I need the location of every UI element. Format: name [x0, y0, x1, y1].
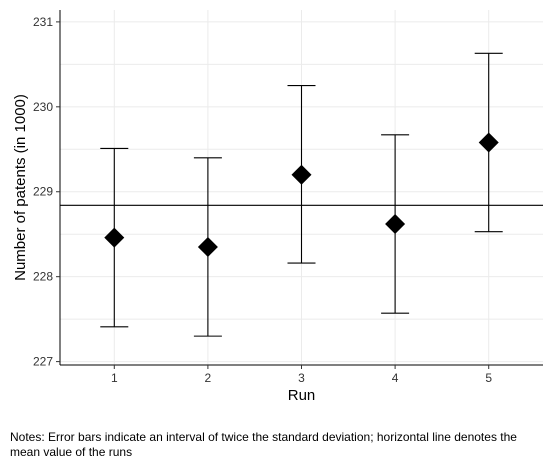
- y-axis-title: Number of patents (in 1000): [12, 94, 29, 281]
- error-bar-chart: 227 228 229 230 231 1 2 3 4 5 Run Number of pate…: [12, 10, 543, 404]
- x-tick-label-2: 2: [205, 371, 212, 385]
- axes: [56, 10, 543, 369]
- point-run-2: [197, 236, 218, 257]
- x-tick-label-5: 5: [485, 371, 492, 385]
- x-tick-label-3: 3: [298, 371, 305, 385]
- y-tick-label-229: 229: [33, 185, 53, 199]
- y-tick-labels: 227 228 229 230 231: [33, 15, 53, 369]
- y-tick-label-228: 228: [33, 270, 53, 284]
- point-run-4: [385, 214, 406, 235]
- point-run-3: [291, 164, 312, 185]
- chart-notes: Notes: Error bars indicate an interval o…: [10, 430, 517, 459]
- point-run-1: [104, 227, 125, 248]
- y-tick-label-230: 230: [33, 100, 53, 114]
- data-points: [104, 132, 499, 257]
- x-tick-label-1: 1: [111, 371, 118, 385]
- point-run-5: [478, 132, 499, 153]
- x-tick-labels: 1 2 3 4 5: [111, 371, 492, 385]
- y-tick-label-227: 227: [33, 355, 53, 369]
- x-axis-title: Run: [288, 387, 316, 404]
- x-tick-label-4: 4: [392, 371, 399, 385]
- y-tick-label-231: 231: [33, 15, 53, 29]
